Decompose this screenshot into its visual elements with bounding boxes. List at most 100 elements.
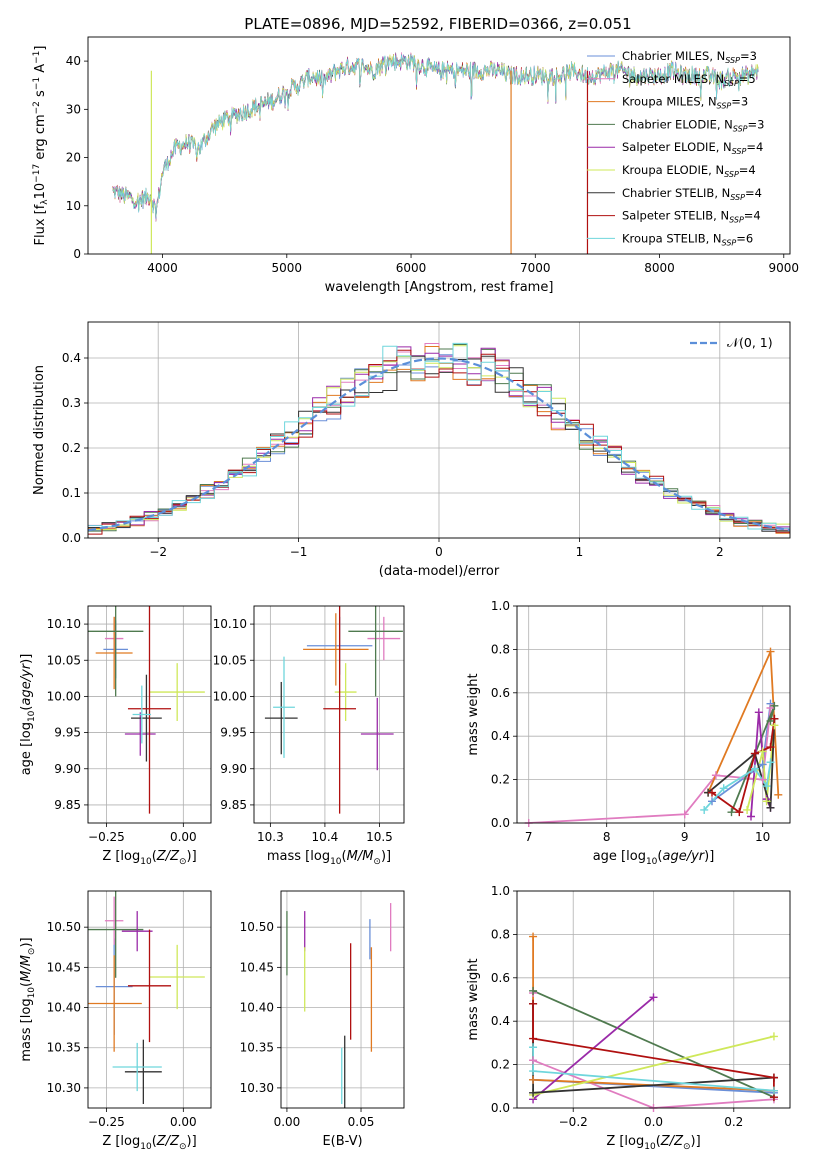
x-tick-label: 10.5 — [366, 830, 393, 844]
y-tick-label: 10.40 — [47, 1001, 81, 1015]
histogram-salpeter-elodie — [88, 346, 790, 529]
weight-marker-kroupa-elodie — [758, 747, 767, 756]
legend-label-kroupa-miles: Kroupa MILES, NSSP=3 — [622, 95, 748, 111]
weight-marker-chabrier-miles — [708, 797, 716, 806]
weight-marker-kroupa-elodie — [769, 1032, 778, 1041]
x-axis-label: (data-model)/error — [379, 564, 500, 579]
x-axis-label: mass [log10(M/M⊙)] — [267, 849, 391, 867]
x-tick-label: −0.2 — [559, 1115, 588, 1129]
weight-marker-salpeter-stelib — [769, 1073, 778, 1082]
x-tick-label: 5000 — [272, 261, 303, 275]
x-tick-label: 7 — [525, 830, 533, 844]
legend-label-salpeter-elodie: Salpeter ELODIE, NSSP=4 — [622, 140, 763, 156]
plot-area-massweight-vs-age — [528, 651, 780, 823]
y-tick-label: 0.6 — [491, 686, 510, 700]
y-tick-label: 0 — [73, 247, 81, 261]
y-tick-label: 0.8 — [491, 642, 510, 656]
plot-area-mass-vs-EBV — [286, 903, 392, 1108]
weight-marker-salpeter-miles — [680, 810, 689, 819]
weight-marker-kroupa-stelib — [769, 1086, 778, 1095]
weight-marker-salpeter-stelib — [529, 1034, 538, 1043]
weight-marker-kroupa-elodie — [743, 805, 752, 814]
axes-frame — [87, 890, 212, 1109]
y-tick-label: 10.30 — [240, 1081, 274, 1095]
weight-marker-salpeter-stelib — [708, 788, 716, 797]
y-tick-label: 10.05 — [213, 653, 247, 667]
x-tick-label: 2 — [716, 545, 724, 559]
weight-marker-kroupa-stelib — [529, 1043, 538, 1052]
y-tick-label: 0.8 — [491, 927, 510, 941]
y-tick-label: 0.3 — [62, 396, 81, 410]
y-tick-label: 10.00 — [213, 689, 247, 703]
y-tick-label: 0.1 — [62, 486, 81, 500]
weight-marker-chabrier-stelib — [529, 1088, 538, 1097]
chart-massweight-vs-Z: −0.2 0.0 0.2 0.0 0.2 0.4 0.6 0.8 1.0 Z [log10(Z/Z… — [466, 884, 791, 1152]
chart-massweight-vs-age: 7 8 9 10 0.0 0.2 0.4 0.6 0.8 1.0 age [log10(age/yr… — [466, 599, 791, 867]
plot-area-age-vs-mass — [264, 606, 403, 814]
x-axis-label: wavelength [Angstrom, rest frame] — [325, 280, 554, 295]
y-tick-label: 9.85 — [220, 798, 247, 812]
histogram-kroupa-elodie — [88, 345, 790, 531]
weight-marker-chabrier-miles — [758, 760, 767, 769]
x-tick-label: −0.25 — [88, 830, 125, 844]
weight-marker-salpeter-stelib — [735, 808, 744, 817]
chart-mass-vs-Z: −0.25 0.00 10.30 10.35 10.40 10.45 10.50 Z [log… — [19, 890, 212, 1152]
y-tick-label: 10.10 — [47, 617, 81, 631]
y-tick-label: 10.35 — [240, 1041, 274, 1055]
weight-marker-kroupa-stelib — [766, 758, 775, 767]
y-tick-label: 1.0 — [491, 884, 510, 898]
plot-area-mass-vs-Z — [88, 891, 205, 1104]
x-tick-label: 0.00 — [274, 1115, 301, 1129]
x-tick-label: 4000 — [147, 261, 178, 275]
weight-marker-kroupa-stelib — [700, 805, 709, 814]
x-axis-label: Z [log10(Z/Z⊙)] — [102, 849, 196, 867]
weight-marker-kroupa-miles — [529, 1075, 538, 1084]
x-tick-label: 0.2 — [724, 1115, 743, 1129]
weight-marker-salpeter-elodie — [754, 708, 763, 717]
weight-marker-salpeter-stelib — [766, 743, 775, 752]
weight-marker-salpeter-stelib — [770, 714, 779, 723]
y-tick-label: 0.6 — [491, 971, 510, 985]
y-tick-label: 10.10 — [213, 617, 247, 631]
x-axis-label: Z [log10(Z/Z⊙)] — [606, 1134, 700, 1152]
weight-marker-salpeter-elodie — [747, 812, 755, 821]
x-tick-label: 8000 — [644, 261, 675, 275]
spectrum-legend: Chabrier MILES, NSSP=3 Salpeter MILES, NS… — [587, 49, 764, 247]
weight-marker-salpeter-miles — [529, 1056, 538, 1065]
weight-marker-kroupa-elodie — [762, 797, 771, 806]
x-tick-label: −1 — [290, 545, 308, 559]
x-tick-label: 0.00 — [170, 830, 197, 844]
weight-marker-chabrier-elodie — [727, 808, 736, 817]
weight-marker-kroupa-stelib — [529, 1067, 538, 1076]
weight-marker-salpeter-stelib — [529, 999, 538, 1008]
y-tick-label: 9.95 — [220, 726, 247, 740]
y-tick-label: 10.50 — [240, 920, 274, 934]
weight-marker-salpeter-miles — [711, 771, 720, 780]
axes-frame — [516, 605, 791, 824]
plot-area-age-vs-Z — [88, 606, 205, 814]
legend-label-chabrier-elodie: Chabrier ELODIE, NSSP=3 — [622, 117, 764, 133]
y-axis-label: mass weight — [466, 958, 481, 1040]
weight-marker-kroupa-miles — [529, 932, 538, 941]
y-tick-label: 10.30 — [47, 1081, 81, 1095]
y-tick-label: 10.45 — [240, 960, 274, 974]
legend-label-chabrier-stelib: Chabrier STELIB, NSSP=4 — [622, 186, 762, 202]
weight-marker-salpeter-elodie — [649, 993, 658, 1002]
y-tick-label: 20 — [66, 151, 81, 165]
normal-curve — [88, 357, 790, 532]
y-axis-label: Flux [fλ10−17 erg cm−2 s−1 A−1] — [32, 46, 50, 246]
y-tick-label: 10.50 — [47, 920, 81, 934]
x-tick-label: 6000 — [396, 261, 427, 275]
y-tick-label: 10.05 — [47, 653, 81, 667]
y-tick-label: 10.45 — [47, 960, 81, 974]
y-tick-label: 1.0 — [491, 599, 510, 613]
legend-label-salpeter-stelib: Salpeter STELIB, NSSP=4 — [622, 209, 761, 225]
y-tick-label: 9.90 — [220, 762, 247, 776]
y-tick-label: 10.40 — [240, 1001, 274, 1015]
y-axis-label: age [log10(age/yr)] — [19, 654, 37, 776]
spectrum-kroupa-stelib — [112, 54, 759, 217]
y-tick-label: 0.2 — [62, 441, 81, 455]
axes-frame — [87, 605, 212, 824]
y-tick-label: 0.2 — [491, 773, 510, 787]
y-tick-label: 40 — [66, 54, 81, 68]
